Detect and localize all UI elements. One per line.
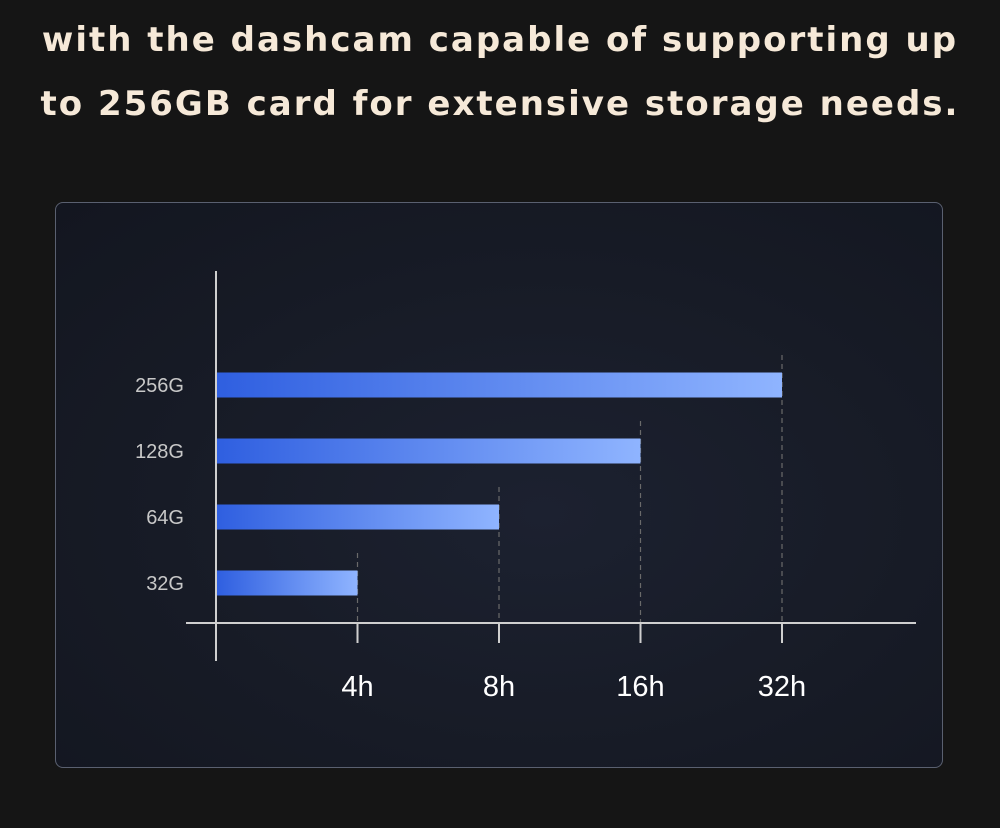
- bar-64g: [217, 504, 499, 530]
- axes: [186, 271, 916, 661]
- category-label-32g: 32G: [146, 573, 184, 595]
- x-tick-label-16h: 16h: [616, 671, 664, 703]
- category-label-128g: 128G: [135, 441, 184, 463]
- storage-duration-chart: 256G 128G 64G 32G 4h 8h 16h 32h: [135, 271, 916, 703]
- headline-line-2: to 256GB card for extensive storage need…: [40, 84, 960, 124]
- bars: [217, 372, 782, 596]
- bar-128g: [217, 438, 641, 464]
- x-tick-label-8h: 8h: [483, 671, 515, 703]
- headline: with the dashcam capable of supporting u…: [0, 8, 1000, 136]
- bar-256g: [217, 372, 782, 398]
- category-label-64g: 64G: [146, 507, 184, 529]
- headline-line-1: with the dashcam capable of supporting u…: [41, 20, 959, 60]
- category-label-256g: 256G: [135, 375, 184, 397]
- x-tick-label-32h: 32h: [758, 671, 806, 703]
- chart-panel: 256G 128G 64G 32G 4h 8h 16h 32h: [55, 202, 943, 768]
- x-tick-label-4h: 4h: [341, 671, 373, 703]
- bar-32g: [217, 570, 358, 596]
- labels: 256G 128G 64G 32G 4h 8h 16h 32h: [135, 375, 806, 703]
